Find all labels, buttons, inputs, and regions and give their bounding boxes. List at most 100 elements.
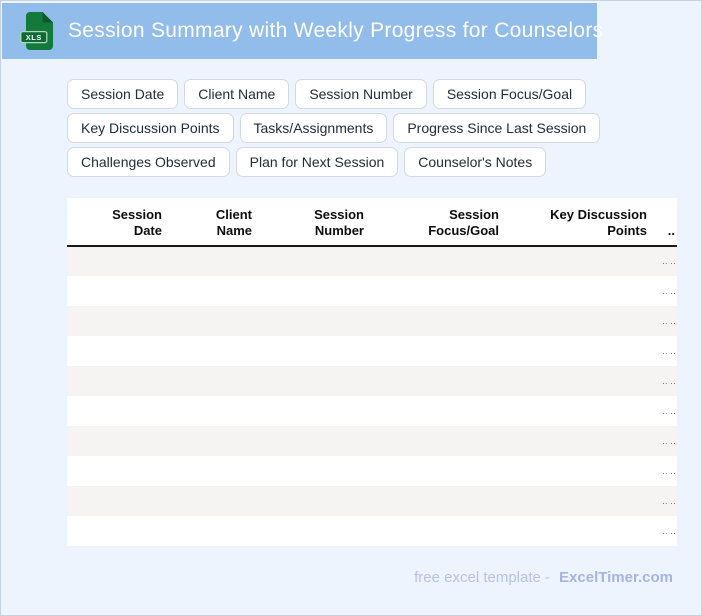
table-cell: [264, 276, 376, 306]
footer: free excel template - ExcelTimer.com: [1, 568, 701, 588]
table-cell: [376, 396, 511, 426]
table-cell: .. ..: [659, 276, 677, 306]
table-cell: [264, 396, 376, 426]
table-row: .. ..: [67, 396, 677, 426]
table-cell: [67, 276, 174, 306]
table-cell: [511, 396, 659, 426]
table-cell: [511, 456, 659, 486]
table-cell: .. ..: [659, 246, 677, 276]
table-body: .. .... .... .... .... .... .... .... ..…: [67, 246, 677, 546]
field-chip-plan-for-next-session[interactable]: Plan for Next Session: [235, 147, 399, 177]
column-header: Session Focus/Goal: [376, 198, 511, 247]
table-cell: [67, 306, 174, 336]
table-row: .. ..: [67, 366, 677, 396]
table-cell: [174, 396, 264, 426]
xls-file-icon: XLS: [20, 12, 53, 50]
table-cell: [376, 516, 511, 546]
table-cell: [174, 366, 264, 396]
table-cell: [376, 366, 511, 396]
table-cell: .. ..: [659, 396, 677, 426]
table-cell: [511, 426, 659, 456]
column-header: Key Discussion Points: [511, 198, 659, 247]
table-cell: [67, 426, 174, 456]
xls-icon-label: XLS: [26, 33, 42, 42]
table-cell: [376, 486, 511, 516]
table-cell: .. ..: [659, 486, 677, 516]
table-row: .. ..: [67, 336, 677, 366]
field-chip-session-focus-goal[interactable]: Session Focus/Goal: [432, 79, 587, 109]
footer-brand-link[interactable]: ExcelTimer.com: [559, 569, 673, 586]
table-cell: [376, 246, 511, 276]
session-summary-table: Session Date Client Name Session Number Ses…: [67, 198, 677, 546]
column-header: Client Name: [174, 198, 264, 247]
table-cell: [264, 486, 376, 516]
field-chip-key-discussion-points[interactable]: Key Discussion Points: [67, 113, 234, 143]
table-cell: .. ..: [659, 426, 677, 456]
field-chip-counselor-s-notes[interactable]: Counselor's Notes: [404, 147, 547, 177]
table-cell: .. ..: [659, 516, 677, 546]
table-cell: [376, 336, 511, 366]
table-cell: [174, 306, 264, 336]
table-row: .. ..: [67, 426, 677, 456]
table-row: .. ..: [67, 306, 677, 336]
table-cell: [67, 516, 174, 546]
table-row: .. ..: [67, 486, 677, 516]
table-row: .. ..: [67, 276, 677, 306]
table-cell: .. ..: [659, 336, 677, 366]
table-cell: [264, 426, 376, 456]
table-cell: .. ..: [659, 456, 677, 486]
field-chip-challenges-observed[interactable]: Challenges Observed: [67, 147, 230, 177]
table-cell: [511, 276, 659, 306]
table-cell: [511, 366, 659, 396]
table-cell: [174, 486, 264, 516]
table-cell: [511, 516, 659, 546]
table-cell: [174, 516, 264, 546]
table-cell: [174, 426, 264, 456]
table-cell: [511, 246, 659, 276]
table-cell: [264, 306, 376, 336]
table-cell: .. ..: [659, 306, 677, 336]
table-cell: [67, 486, 174, 516]
field-chip-tasks-assignments[interactable]: Tasks/Assignments: [239, 113, 388, 143]
table-cell: [174, 456, 264, 486]
table-cell: [174, 336, 264, 366]
chip-row: Session Date Client Name Session Number Ses…: [67, 79, 701, 109]
table-cell: [67, 366, 174, 396]
table-cell: [264, 336, 376, 366]
table-cell: [264, 366, 376, 396]
table-cell: [376, 306, 511, 336]
table-cell: [174, 246, 264, 276]
field-chip-progress-since-last-session[interactable]: Progress Since Last Session: [393, 113, 601, 143]
table-cell: [264, 246, 376, 276]
column-header: Session Date: [67, 198, 174, 247]
table-cell: [67, 246, 174, 276]
table-header-row: Session Date Client Name Session Number Ses…: [67, 198, 677, 247]
table-cell: .. ..: [659, 366, 677, 396]
table-row: .. ..: [67, 516, 677, 546]
table-cell: [67, 456, 174, 486]
table-cell: [511, 306, 659, 336]
table-cell: [511, 486, 659, 516]
footer-text: free excel template -: [414, 569, 551, 586]
column-header: Session Number: [264, 198, 376, 247]
chip-row: Challenges Observed Plan for Next Session…: [67, 147, 701, 177]
table-cell: [376, 456, 511, 486]
table-cell: [264, 456, 376, 486]
table-cell: [511, 336, 659, 366]
table-cell: [376, 276, 511, 306]
column-header: ..: [659, 198, 677, 247]
table-cell: [264, 516, 376, 546]
page-title: Session Summary with Weekly Progress for…: [68, 19, 604, 42]
chip-row: Key Discussion Points Tasks/Assignments Pr…: [67, 113, 701, 143]
table-cell: [67, 396, 174, 426]
field-chip-session-number[interactable]: Session Number: [295, 79, 427, 109]
header-bar: XLS Session Summary with Weekly Progress…: [2, 3, 603, 59]
table-row: .. ..: [67, 246, 677, 276]
field-chip-session-date[interactable]: Session Date: [67, 79, 179, 109]
field-chips: Session Date Client Name Session Number Ses…: [67, 79, 701, 177]
table-cell: [174, 276, 264, 306]
table-cell: [376, 426, 511, 456]
field-chip-client-name[interactable]: Client Name: [184, 79, 290, 109]
table-row: .. ..: [67, 456, 677, 486]
